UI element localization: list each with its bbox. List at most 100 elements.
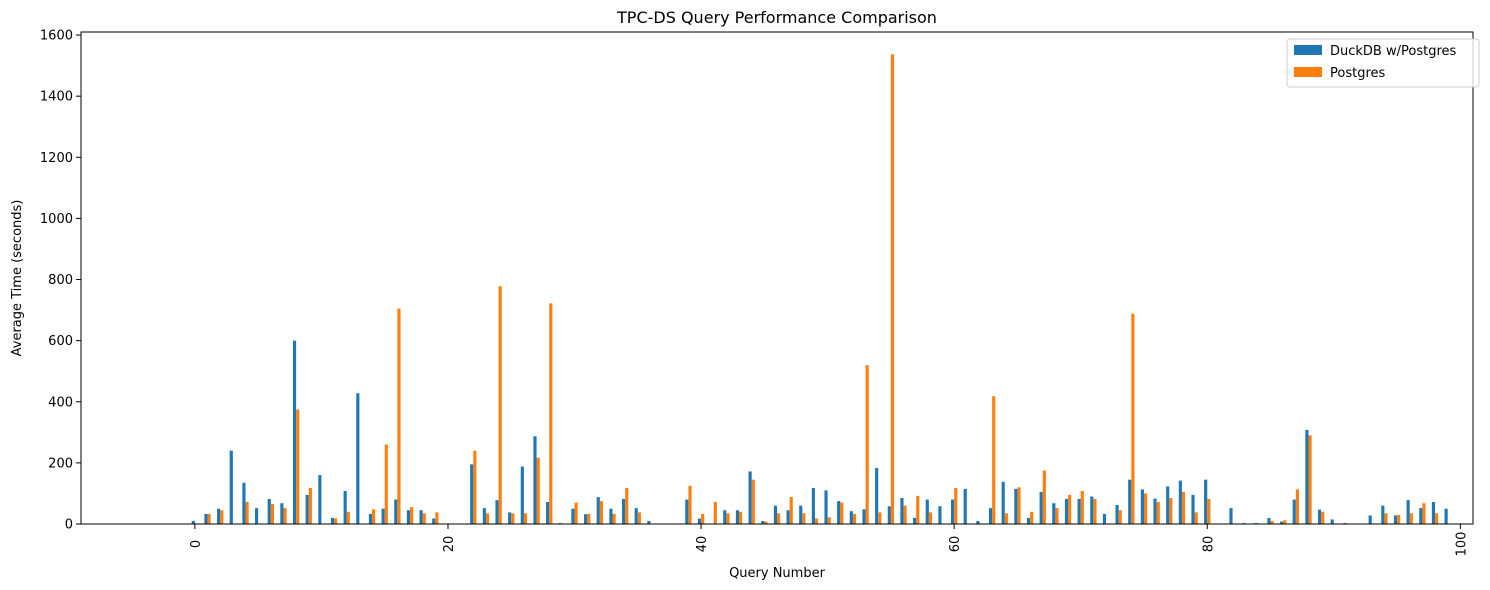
bar-duckdb-q73 (1115, 505, 1119, 524)
bar-duckdb-q99 (1444, 508, 1448, 524)
x-tick-label-60: 60 (948, 536, 963, 553)
bar-postgres-q66 (1030, 511, 1034, 524)
x-tick-label-40: 40 (695, 536, 710, 553)
bar-duckdb-q69 (1064, 498, 1069, 524)
bar-postgres-q4 (245, 502, 249, 524)
bar-duckdb-q15 (381, 508, 385, 524)
bar-postgres-q17 (410, 507, 414, 524)
bar-duckdb-q64 (1001, 481, 1005, 524)
bar-postgres-q79 (1194, 512, 1198, 524)
bar-postgres-q97 (1422, 503, 1426, 524)
bar-postgres-q14 (372, 509, 376, 524)
bar-duckdb-q39 (685, 499, 689, 524)
bar-postgres-q67 (1042, 470, 1046, 524)
y-tick-label-800: 800 (48, 273, 73, 288)
x-axis-label: Query Number (729, 566, 826, 581)
bar-postgres-q68 (1055, 508, 1059, 524)
bar-duckdb-q36 (647, 520, 651, 524)
bar-postgres-q77 (1169, 498, 1173, 524)
bar-duckdb-q12 (343, 491, 347, 524)
bar-postgres-q45 (764, 521, 768, 524)
bar-duckdb-q28 (546, 502, 550, 524)
bar-duckdb-q34 (621, 498, 626, 524)
bar-duckdb-q40 (697, 518, 702, 524)
chart-title: TPC-DS Query Performance Comparison (616, 8, 937, 27)
bar-duckdb-q72 (1102, 513, 1107, 524)
bar-postgres-q41 (713, 502, 717, 524)
bar-postgres-q42 (726, 513, 730, 524)
bar-postgres-q22 (473, 450, 477, 524)
bar-duckdb-q14 (368, 513, 373, 524)
bar-postgres-q74 (1131, 313, 1135, 524)
bar-duckdb-q90 (1330, 519, 1334, 524)
bar-duckdb-q23 (482, 508, 486, 524)
bar-postgres-q31 (587, 513, 591, 524)
y-tick-label-400: 400 (48, 395, 73, 410)
bar-duckdb-q55 (887, 506, 891, 524)
bar-postgres-q47 (789, 497, 793, 524)
bar-duckdb-q66 (1026, 517, 1031, 524)
bar-duckdb-q25 (508, 512, 512, 524)
bar-duckdb-q57 (913, 517, 917, 524)
bar-duckdb-q95 (1393, 515, 1398, 524)
bar-duckdb-q24 (495, 500, 499, 524)
y-tick-label-1000: 1000 (40, 212, 73, 227)
bar-postgres-q57 (916, 495, 920, 524)
bar-postgres-q96 (1409, 513, 1413, 524)
bar-duckdb-q18 (419, 510, 423, 524)
bar-postgres-q43 (739, 511, 743, 524)
bar-postgres-q30 (574, 502, 578, 524)
bar-postgres-q94 (1384, 513, 1388, 524)
bar-postgres-q86 (1283, 520, 1287, 524)
bar-duckdb-q7 (280, 503, 284, 524)
bar-duckdb-q52 (849, 511, 853, 524)
bar-postgres-q58 (928, 512, 933, 524)
bar-postgres-q54 (878, 512, 882, 524)
bar-duckdb-q65 (1014, 488, 1018, 524)
y-tick-label-200: 200 (48, 456, 73, 471)
bar-duckdb-q35 (634, 508, 638, 524)
y-tick-label-1600: 1600 (40, 29, 73, 44)
bar-postgres-q8 (296, 409, 300, 524)
bar-duckdb-q94 (1381, 505, 1385, 524)
bar-duckdb-q93 (1368, 515, 1372, 524)
x-tick-label-80: 80 (1201, 536, 1216, 553)
bar-postgres-q75 (1143, 493, 1148, 524)
bar-postgres-q11 (334, 518, 338, 524)
bar-postgres-q35 (637, 512, 641, 524)
legend-swatch-postgres (1294, 67, 1322, 77)
bar-duckdb-q87 (1292, 499, 1296, 524)
bar-postgres-q46 (777, 513, 781, 524)
bar-duckdb-q75 (1140, 489, 1144, 524)
bar-postgres-q53 (865, 365, 869, 524)
bar-postgres-q60 (954, 487, 958, 524)
x-tick-label-100: 100 (1454, 532, 1469, 557)
bar-duckdb-q60 (951, 499, 955, 524)
bar-postgres-q85 (1270, 520, 1274, 524)
bar-postgres-q24 (498, 286, 502, 524)
bar-postgres-q32 (599, 501, 603, 524)
bar-duckdb-q48 (799, 505, 803, 524)
bar-duckdb-q89 (1317, 509, 1322, 524)
y-tick-label-0: 0 (65, 518, 73, 533)
bar-postgres-q1 (207, 513, 211, 524)
legend-swatch-duckdb (1294, 45, 1322, 55)
bar-duckdb-q16 (394, 499, 398, 524)
bar-duckdb-q70 (1077, 498, 1081, 524)
bar-postgres-q69 (1068, 494, 1072, 524)
bar-postgres-q6 (270, 504, 274, 524)
bar-duckdb-q78 (1178, 480, 1182, 524)
bar-duckdb-q82 (1229, 508, 1233, 524)
bar-postgres-q18 (422, 513, 426, 524)
bar-postgres-q44 (751, 479, 755, 524)
bar-postgres-q71 (1093, 498, 1097, 524)
bar-postgres-q88 (1308, 435, 1312, 524)
bar-duckdb-q77 (1166, 486, 1170, 524)
bar-duckdb-q49 (811, 487, 815, 524)
bar-duckdb-q32 (596, 497, 600, 524)
y-tick-label-1200: 1200 (40, 151, 73, 166)
bar-postgres-q80 (1207, 498, 1211, 524)
bar-duckdb-q43 (735, 510, 740, 524)
bar-duckdb-q5 (255, 508, 259, 524)
